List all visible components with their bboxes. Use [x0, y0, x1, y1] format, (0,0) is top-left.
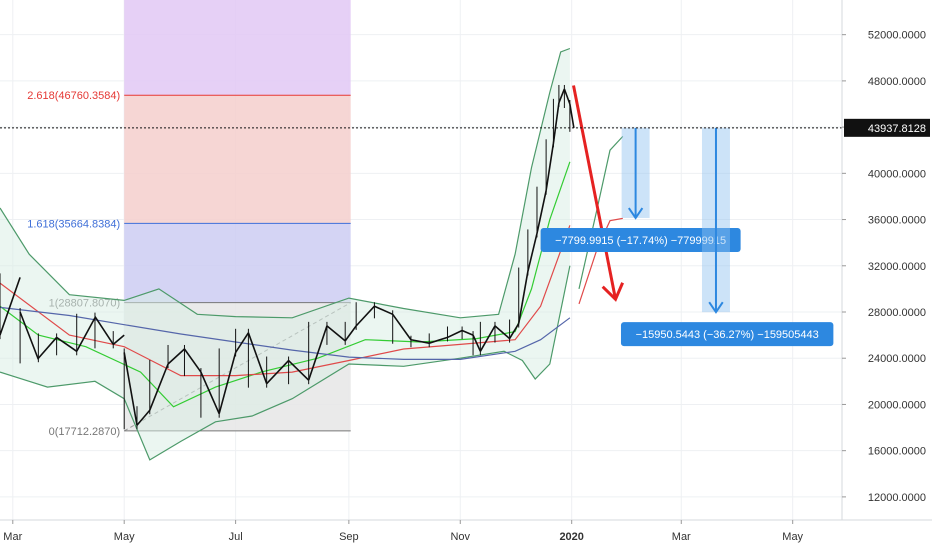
candle-body [355, 305, 376, 327]
time-tick-label: Jul [229, 531, 243, 543]
price-tick-label: 12000.0000 [868, 492, 926, 504]
candle-body [247, 332, 268, 384]
candle-body [112, 334, 125, 345]
price-tick-label: 16000.0000 [868, 446, 926, 458]
arrow-line [572, 85, 617, 300]
candle-body [563, 88, 571, 105]
candle-body [552, 102, 560, 144]
arrow-head [628, 207, 644, 220]
time-tick-label: Mar [3, 531, 22, 543]
candle-body [326, 325, 346, 342]
price-tick-label: 36000.0000 [868, 215, 926, 227]
candle-body [37, 336, 58, 359]
moving-average-red-line [0, 225, 571, 377]
last-price-badge [844, 118, 930, 137]
candle-body [527, 233, 538, 272]
fib-zone [124, 0, 351, 96]
fib-zone [124, 223, 351, 303]
fib-level-label: 1.618(35664.8384) [27, 218, 120, 230]
time-tick-label: Sep [339, 531, 359, 543]
fib-level-label: 2.618(46760.3584) [27, 90, 120, 102]
time-tick-label: Nov [450, 531, 470, 543]
price-tick-label: 32000.0000 [868, 261, 926, 273]
measure-label-box [620, 322, 834, 347]
candle-body [545, 143, 555, 191]
candle-body [374, 305, 394, 316]
candle-body [266, 359, 290, 385]
price-tick-label: 28000.0000 [868, 307, 926, 319]
bollinger-band-fill [0, 48, 570, 460]
candle-body [517, 271, 529, 324]
time-tick-label: May [114, 531, 135, 543]
candle-body [136, 409, 151, 426]
moving-average-blue-line [0, 306, 571, 360]
measure-label-box [540, 227, 741, 252]
candle-body [479, 325, 496, 352]
candle-body [461, 329, 474, 336]
candle-body [234, 332, 250, 353]
candle-body [149, 363, 169, 411]
candle-body [76, 317, 96, 352]
candle-body [569, 103, 575, 128]
bollinger-basis-line [0, 161, 571, 408]
candle-body [218, 352, 237, 414]
candle-body [200, 371, 220, 415]
time-tick-label: 2020 [559, 531, 583, 543]
candle-body [123, 352, 138, 426]
candle-body [428, 336, 448, 344]
fib-zone [124, 95, 351, 224]
time-tick-label: Mar [672, 531, 691, 543]
candle-body [0, 277, 21, 336]
price-tick-label: 40000.0000 [868, 168, 926, 180]
candle-body [307, 325, 328, 381]
measure-label: −7799.9915 (−17.74%) −77999915 [555, 235, 726, 247]
candle-body [447, 329, 463, 339]
last-price-label: 43937.8128 [868, 123, 926, 135]
bollinger-upper-line [0, 47, 571, 319]
candle-body [494, 325, 511, 340]
candle-body [508, 323, 520, 339]
time-axis-background [0, 520, 932, 550]
candle-body [94, 316, 114, 345]
candle-body [19, 311, 40, 360]
price-tick-label: 24000.0000 [868, 353, 926, 365]
candle-body [410, 338, 430, 344]
measure-label: −15950.5443 (−36.27%) −159505443 [636, 329, 819, 341]
arrow-head [708, 301, 724, 314]
indicator-lines [0, 47, 624, 461]
candle-body [56, 336, 78, 352]
time-tick-label: May [782, 531, 803, 543]
candle-body [344, 325, 357, 342]
bollinger-lower-line [0, 265, 571, 461]
candle-body [558, 88, 566, 104]
fib-level-label: 0(17712.2870) [49, 426, 121, 438]
candle-body [288, 359, 310, 381]
candlestick-series [0, 84, 575, 430]
price-tick-label: 52000.0000 [868, 30, 926, 42]
candle-body [392, 313, 412, 341]
candle-body [183, 348, 202, 373]
candle-body [536, 190, 547, 234]
price-tick-label: 48000.0000 [868, 76, 926, 88]
price-axis-background [842, 0, 932, 550]
candle-body [167, 348, 186, 365]
candle-body [472, 334, 482, 352]
price-tick-label: 20000.0000 [868, 399, 926, 411]
arrow-head [601, 282, 625, 302]
drawing-annotations[interactable]: −7799.9915 (−17.74%) −77999915 −15950.544… [540, 85, 834, 347]
